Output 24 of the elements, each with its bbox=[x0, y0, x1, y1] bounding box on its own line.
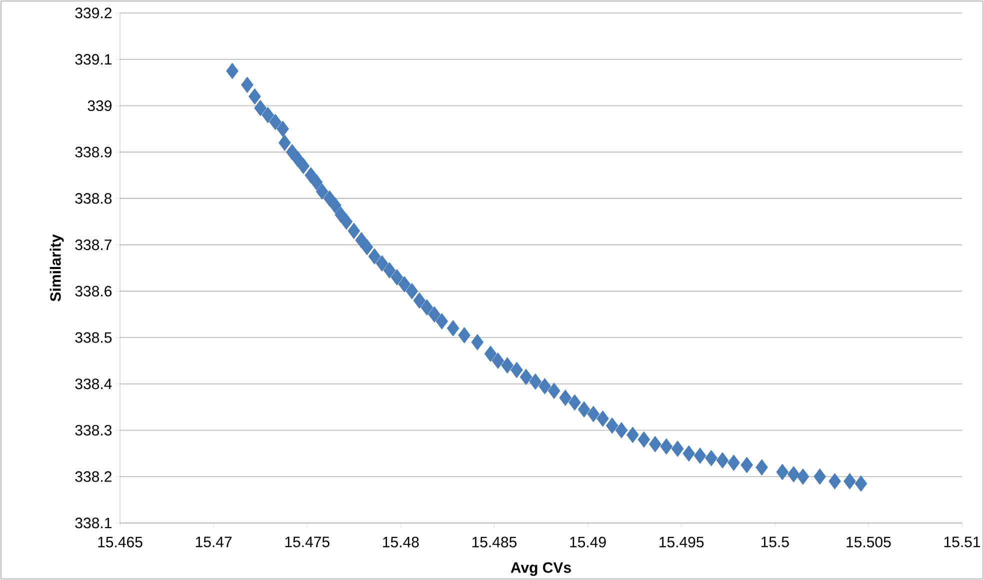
x-tick-label: 15.505 bbox=[846, 536, 891, 548]
x-tick-label: 15.475 bbox=[285, 536, 330, 548]
x-tick-label: 15.495 bbox=[660, 536, 704, 548]
x-tick-label: 15.51 bbox=[944, 536, 980, 548]
x-tick-label: 15.5 bbox=[761, 536, 789, 548]
y-tick-label: 338.5 bbox=[75, 332, 112, 343]
y-tick-label: 338.6 bbox=[75, 286, 112, 296]
x-tick-label: 15.49 bbox=[570, 536, 606, 548]
y-tick-label: 338.1 bbox=[75, 518, 112, 528]
y-tick-label: 338.9 bbox=[75, 146, 112, 158]
y-tick-label: 339.1 bbox=[75, 54, 112, 65]
y-tick-label: 338.8 bbox=[75, 193, 112, 204]
y-tick-label: 338.2 bbox=[75, 471, 112, 482]
y-tick-label: 338.7 bbox=[75, 239, 112, 250]
y-tick-label: 339.2 bbox=[75, 8, 112, 18]
x-tick-label: 15.47 bbox=[196, 536, 232, 548]
y-tick-label: 338.4 bbox=[75, 378, 112, 390]
x-tick-label: 15.48 bbox=[383, 536, 419, 548]
y-tick-label: 339 bbox=[88, 100, 112, 112]
x-tick-label: 15.485 bbox=[472, 536, 517, 548]
y-axis-title: Similarity bbox=[50, 234, 64, 302]
x-tick-label: 15.465 bbox=[98, 536, 142, 548]
x-axis-title: Avg CVs bbox=[510, 562, 571, 576]
y-tick-label: 338.3 bbox=[75, 424, 112, 436]
